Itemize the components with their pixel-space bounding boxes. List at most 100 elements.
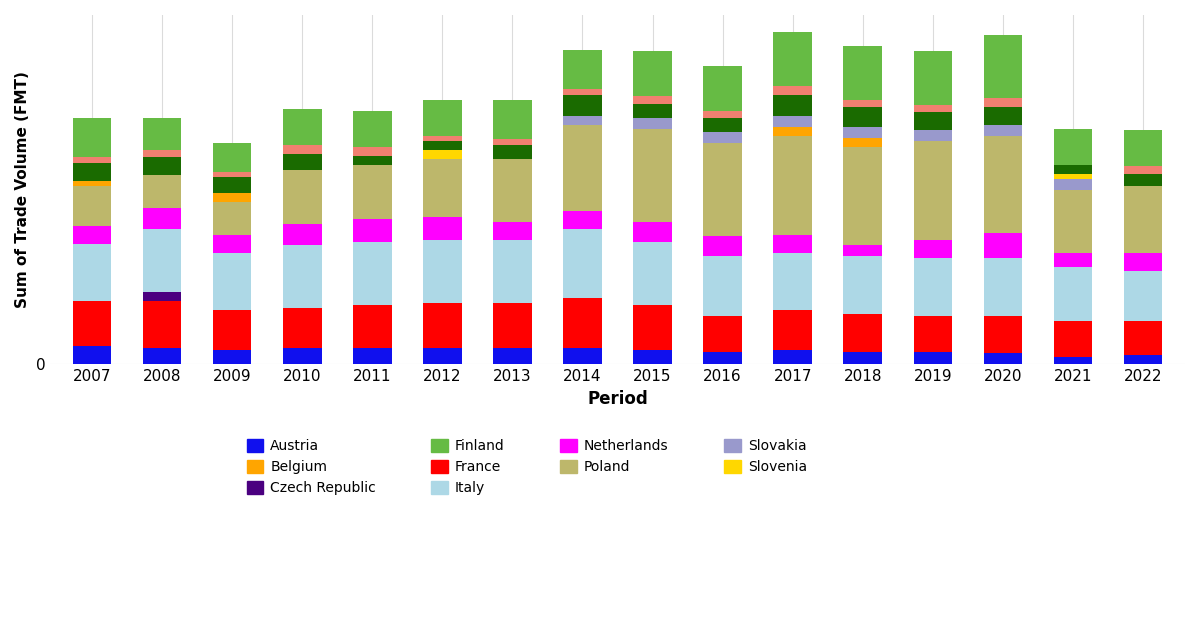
Bar <box>1123 173 1163 186</box>
Bar <box>1054 190 1092 252</box>
Bar <box>143 158 181 175</box>
Bar <box>283 170 322 224</box>
Bar <box>844 256 882 314</box>
Bar <box>774 116 812 127</box>
Bar <box>774 136 812 235</box>
Bar <box>984 233 1022 258</box>
Bar <box>563 116 601 125</box>
Bar <box>774 252 812 310</box>
Bar <box>1054 321 1092 357</box>
Bar <box>844 138 882 147</box>
Bar <box>143 175 181 208</box>
Bar <box>1054 165 1092 173</box>
Bar <box>353 111 391 147</box>
Bar <box>1123 355 1163 364</box>
Bar <box>212 310 252 350</box>
Bar <box>844 46 882 100</box>
Bar <box>703 316 742 352</box>
Bar <box>844 100 882 107</box>
Bar <box>73 244 112 301</box>
Bar <box>1123 271 1163 321</box>
Bar <box>563 125 601 212</box>
Bar <box>844 352 882 364</box>
Bar <box>913 240 952 258</box>
Bar <box>844 246 882 256</box>
Bar <box>703 237 742 256</box>
Bar <box>844 314 882 352</box>
Bar <box>143 229 181 292</box>
Bar <box>774 350 812 364</box>
Bar <box>844 127 882 138</box>
Bar <box>212 193 252 202</box>
Bar <box>913 258 952 316</box>
Bar <box>703 111 742 118</box>
Bar <box>563 212 601 229</box>
Bar <box>424 217 462 240</box>
Bar <box>774 127 812 136</box>
Bar <box>212 202 252 235</box>
Bar <box>703 256 742 316</box>
Bar <box>73 225 112 244</box>
Bar <box>353 165 391 219</box>
Bar <box>703 66 742 111</box>
Bar <box>703 143 742 237</box>
Y-axis label: Sum of Trade Volume (FMT): Sum of Trade Volume (FMT) <box>14 71 30 308</box>
Bar <box>703 352 742 364</box>
Bar <box>283 154 322 170</box>
Bar <box>634 118 672 129</box>
Bar <box>913 131 952 141</box>
Bar <box>212 350 252 364</box>
Bar <box>913 352 952 364</box>
Bar <box>844 107 882 127</box>
Bar <box>703 133 742 143</box>
Bar <box>563 89 601 95</box>
Bar <box>1054 357 1092 364</box>
Bar <box>1123 186 1163 252</box>
Bar <box>774 310 812 350</box>
Bar <box>913 51 952 106</box>
Bar <box>493 240 532 303</box>
Bar <box>634 96 672 104</box>
Bar <box>73 346 112 364</box>
Bar <box>283 109 322 145</box>
Bar <box>73 158 112 163</box>
Bar <box>634 222 672 242</box>
Bar <box>1123 166 1163 173</box>
Bar <box>424 150 462 160</box>
Bar <box>493 303 532 348</box>
Bar <box>913 106 952 112</box>
Bar <box>563 95 601 116</box>
Bar <box>774 95 812 116</box>
Bar <box>984 107 1022 125</box>
Bar <box>143 348 181 364</box>
Bar <box>774 235 812 252</box>
Bar <box>353 219 391 242</box>
Bar <box>1054 252 1092 267</box>
Bar <box>1054 129 1092 165</box>
Bar <box>844 147 882 246</box>
Bar <box>212 252 252 310</box>
Bar <box>143 301 181 348</box>
X-axis label: Period: Period <box>587 389 648 408</box>
Bar <box>1123 131 1163 166</box>
Bar <box>563 298 601 348</box>
Bar <box>353 147 391 156</box>
Bar <box>283 348 322 364</box>
Bar <box>493 100 532 139</box>
Bar <box>73 186 112 225</box>
Bar <box>212 177 252 193</box>
Bar <box>634 104 672 118</box>
Bar <box>424 136 462 141</box>
Bar <box>73 163 112 181</box>
Bar <box>353 305 391 348</box>
Bar <box>1054 179 1092 190</box>
Bar <box>143 292 181 301</box>
Bar <box>353 242 391 305</box>
Bar <box>984 98 1022 107</box>
Bar <box>212 143 252 172</box>
Bar <box>424 303 462 348</box>
Bar <box>212 172 252 177</box>
Bar <box>774 31 812 85</box>
Bar <box>143 150 181 158</box>
Bar <box>493 139 532 145</box>
